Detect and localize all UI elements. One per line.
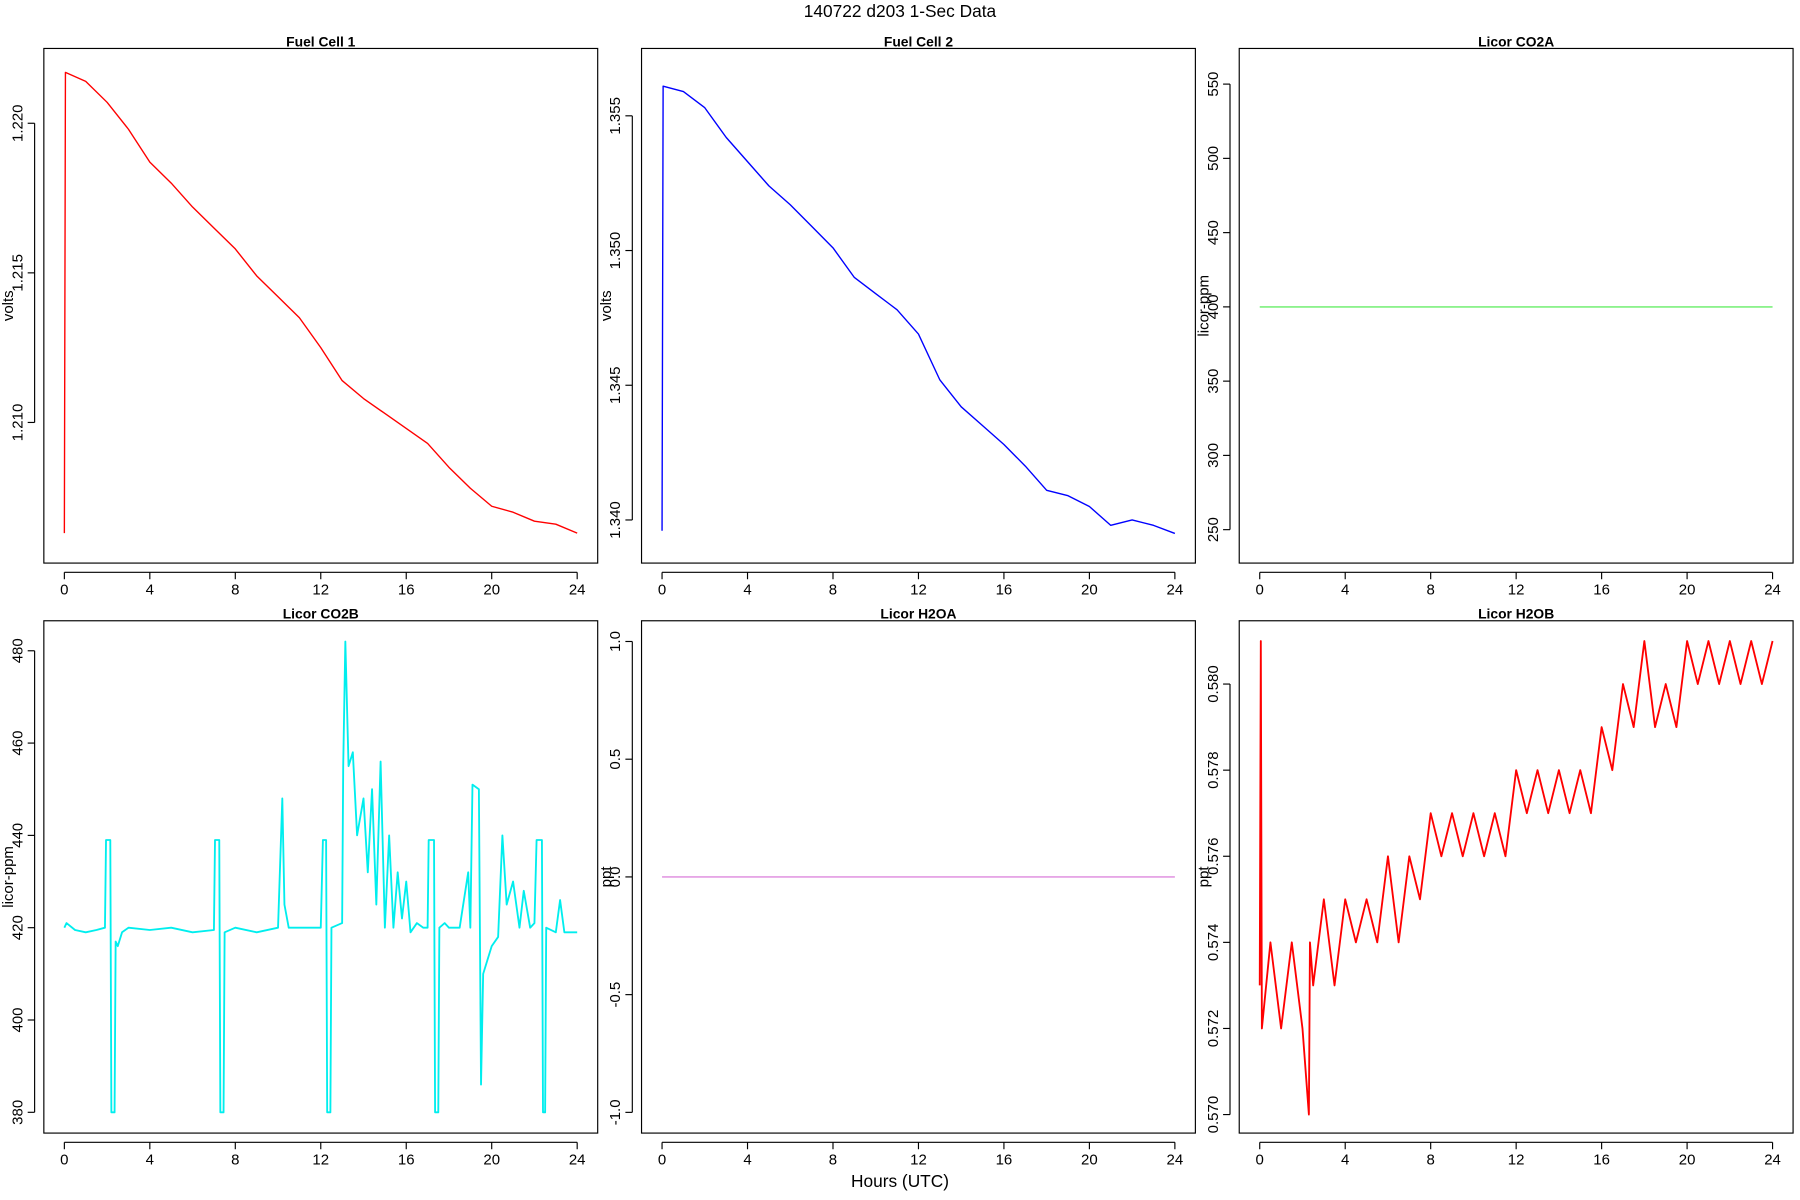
y-tick-label: 550 — [1205, 72, 1222, 97]
x-tick-label: 16 — [1593, 1152, 1610, 1169]
y-axis-label: licor-ppm — [1196, 275, 1213, 337]
y-tick-label: 0.570 — [1205, 1096, 1222, 1134]
y-axis-label: volts — [0, 290, 17, 321]
y-tick-label: 460 — [9, 731, 26, 756]
x-tick-label: 12 — [1508, 1152, 1525, 1169]
x-tick-label: 0 — [658, 582, 666, 599]
x-tick-label: 24 — [1764, 582, 1781, 599]
y-tick-label: 480 — [9, 638, 26, 663]
y-tick-label: -1.0 — [607, 1099, 624, 1125]
x-tick-label: 4 — [1341, 1152, 1349, 1169]
x-tick-label: 0 — [60, 1152, 68, 1169]
x-axis-label: Hours (UTC) — [851, 1171, 949, 1191]
x-tick-label: 8 — [1427, 582, 1435, 599]
x-tick-label: 16 — [996, 1152, 1013, 1169]
x-tick-label: 12 — [910, 582, 927, 599]
x-tick-label: 20 — [483, 1152, 500, 1169]
x-tick-label: 20 — [1081, 582, 1098, 599]
plot-frame — [1238, 620, 1794, 1134]
panel-title: Fuel Cell 1 — [286, 33, 355, 49]
y-tick-label: 300 — [1205, 443, 1222, 468]
y-tick-label: 1.345 — [607, 367, 624, 405]
y-tick-label: -0.5 — [607, 982, 624, 1008]
figure-title: 140722 d203 1-Sec Data — [804, 1, 997, 21]
y-tick-label: 400 — [1205, 294, 1222, 319]
y-tick-label: 350 — [1205, 369, 1222, 394]
y-tick-label: 0.572 — [1205, 1010, 1222, 1048]
x-tick-label: 20 — [483, 582, 500, 599]
y-axis-label: ppt — [1196, 866, 1213, 888]
x-tick-label: 4 — [146, 1152, 154, 1169]
x-tick-label: 16 — [398, 1152, 415, 1169]
x-tick-label: 4 — [743, 582, 751, 599]
x-tick-label: 8 — [1427, 1152, 1435, 1169]
x-tick-label: 0 — [1256, 1152, 1264, 1169]
x-tick-label: 20 — [1679, 582, 1696, 599]
y-tick-label: 0.0 — [607, 867, 624, 888]
x-tick-label: 0 — [60, 582, 68, 599]
panel-title: Licor CO2A — [1478, 33, 1554, 49]
y-axis-label: volts — [598, 290, 615, 321]
y-tick-label: 420 — [9, 915, 26, 940]
x-tick-label: 16 — [996, 582, 1013, 599]
x-tick-label: 16 — [398, 582, 415, 599]
y-tick-label: 440 — [9, 823, 26, 848]
plot-frame — [640, 47, 1196, 564]
y-axis-label: ppt — [598, 866, 615, 888]
x-tick-label: 12 — [312, 1152, 329, 1169]
y-axis-label: licor-ppm — [0, 846, 17, 908]
x-tick-label: 24 — [1764, 1152, 1781, 1169]
panel-title: Licor H2OA — [880, 606, 956, 622]
y-tick-label: 1.355 — [607, 97, 624, 134]
x-tick-label: 4 — [146, 582, 154, 599]
x-tick-label: 4 — [1341, 582, 1349, 599]
x-tick-label: 24 — [1167, 582, 1184, 599]
y-tick-label: 450 — [1205, 220, 1222, 245]
y-tick-label: 400 — [9, 1007, 26, 1032]
data-line — [63, 71, 578, 534]
x-tick-label: 8 — [231, 1152, 239, 1169]
x-tick-label: 8 — [829, 1152, 837, 1169]
x-tick-label: 4 — [743, 1152, 751, 1169]
x-tick-label: 0 — [658, 1152, 666, 1169]
y-tick-label: 0.574 — [1205, 924, 1222, 962]
plot-frame — [1238, 47, 1794, 564]
data-line — [63, 640, 578, 1114]
y-tick-label: 1.210 — [9, 404, 26, 442]
panel-title: Licor CO2B — [283, 606, 359, 622]
x-tick-label: 8 — [829, 582, 837, 599]
plot-frame — [640, 620, 1196, 1134]
y-tick-label: 1.220 — [9, 105, 26, 143]
x-tick-label: 24 — [1167, 1152, 1184, 1169]
y-tick-label: 1.340 — [607, 501, 624, 539]
y-tick-label: 1.215 — [9, 254, 26, 292]
data-line — [1258, 640, 1774, 1116]
y-tick-label: 500 — [1205, 146, 1222, 171]
x-tick-label: 12 — [910, 1152, 927, 1169]
x-tick-label: 12 — [312, 582, 329, 599]
y-tick-label: 0.580 — [1205, 665, 1222, 703]
x-tick-label: 20 — [1081, 1152, 1098, 1169]
x-tick-label: 20 — [1679, 1152, 1696, 1169]
panel-title: Licor H2OB — [1478, 606, 1554, 622]
x-tick-label: 8 — [231, 582, 239, 599]
x-tick-label: 12 — [1508, 582, 1525, 599]
x-tick-label: 16 — [1593, 582, 1610, 599]
y-tick-label: 0.5 — [607, 749, 624, 770]
x-tick-label: 24 — [569, 1152, 586, 1169]
y-tick-label: 1.0 — [607, 631, 624, 652]
x-tick-label: 0 — [1256, 582, 1264, 599]
x-tick-label: 24 — [569, 582, 586, 599]
y-tick-label: 1.350 — [607, 232, 624, 269]
plot-frame — [43, 620, 599, 1134]
plot-frame — [43, 47, 599, 564]
y-tick-label: 0.578 — [1205, 751, 1222, 789]
y-tick-label: 250 — [1205, 517, 1222, 542]
panel-title: Fuel Cell 2 — [884, 33, 953, 49]
y-tick-label: 380 — [9, 1100, 26, 1125]
data-line — [661, 85, 1176, 535]
y-tick-label: 0.576 — [1205, 838, 1222, 876]
